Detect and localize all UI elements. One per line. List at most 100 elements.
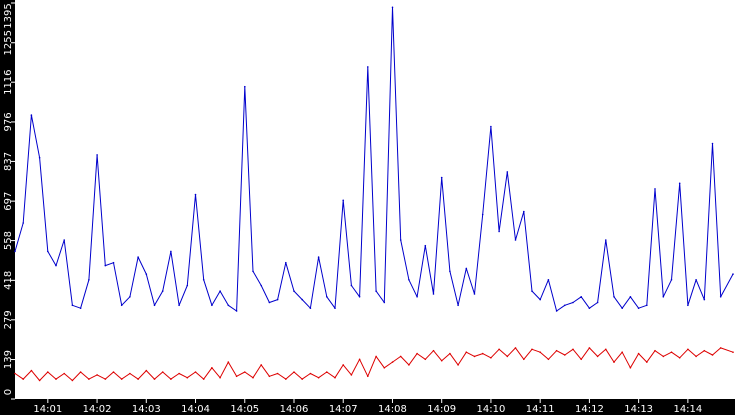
series-2-point [145,369,148,372]
x-tick-label: 14:14 [673,404,702,415]
series-2-point [244,371,246,373]
series-2-point [317,376,320,379]
series-2-point [580,358,582,361]
series-2-point [293,371,295,373]
series-1-point [145,273,148,275]
series-2-point [613,361,615,363]
series-1-point [161,290,164,292]
series-1-point [129,296,131,298]
series-2-point [350,374,353,376]
y-tick-label: 418 [3,271,14,290]
series-2-point [654,349,656,352]
series-1-point [506,171,509,173]
series-1-point [334,307,336,310]
series-1-point [96,154,98,156]
x-tick-label: 14:11 [526,404,555,415]
series-1-point [687,304,689,307]
series-1-point [63,239,65,241]
series-1-point [416,296,418,298]
series-2-point [194,371,197,373]
series-2-point [211,367,213,369]
series-1-point [268,301,271,304]
x-tick-label: 14:07 [329,404,358,415]
series-2-point [120,378,123,380]
series-2-point [55,378,57,380]
series-1-point [711,142,714,145]
series-2-point [440,359,443,362]
series-1-point [285,261,287,264]
series-1-point [564,304,566,307]
series-2-point [711,354,714,356]
series-1-point [120,304,123,307]
y-tick-label: 139 [3,350,14,369]
series-1-point [719,296,722,298]
series-2-point [432,349,435,352]
series-2-point [481,352,484,355]
series-2-point [383,367,386,369]
series-2-point [96,374,98,376]
series-1-point [465,267,468,270]
series-1-point [662,296,665,298]
series-1-point [629,296,632,298]
series-1-point [219,290,221,292]
x-axis-ticks: 14:01 14:02 14:03 14:04 14:05 14:06 14:07 14:08… [33,399,702,415]
series-1-point [367,66,369,68]
series-1-point [732,273,734,275]
series-2-point [695,355,697,358]
y-axis-band [0,0,15,415]
series-2-point [178,372,180,375]
series-2-point [678,357,681,359]
series-2-point [629,367,632,369]
series-1-point [588,307,591,310]
series-1-point [703,298,706,301]
series-2-point [153,378,156,380]
series-2-point [260,364,263,366]
series-2-point [490,357,492,359]
series-2-point [227,361,230,363]
series-2-point [112,371,115,373]
series-1-point [547,279,550,281]
series-2-point [71,379,74,382]
series-2-point [662,355,665,358]
series-2-point [391,361,394,363]
series-1-point [55,264,57,267]
series-2-point [621,351,623,354]
series-1-point [514,239,517,241]
series-1-point [301,298,304,301]
series-1-point [317,256,320,258]
series-2-point [457,364,459,366]
series-2-point [719,347,722,349]
series-2-point [687,348,689,351]
y-tick-label: 558 [3,231,14,250]
series-1-point [194,193,197,196]
series-1-point [498,230,500,233]
series-1-point [276,298,279,301]
series-1-point [293,290,295,292]
series-1-point [596,301,599,304]
series-1-point [481,213,484,216]
series-1-point [227,304,230,307]
x-tick-label: 14:02 [83,404,112,415]
series-2-point [531,348,533,351]
series-1-point [153,304,156,307]
series-1-point [22,222,25,224]
x-tick-label: 14:09 [427,404,456,415]
series-2-point [637,352,640,355]
series-2-point [539,351,541,354]
series-2-point [22,378,25,380]
x-tick-label: 14:05 [230,404,259,415]
series-2-point [358,358,361,361]
x-tick-label: 14:08 [378,404,407,415]
series-1-point [580,296,582,298]
series-1-point [79,307,82,310]
y-tick-label: 1255 [3,30,14,55]
series-1-point [358,296,361,298]
y-tick-label: 279 [3,310,14,329]
series-2-point [473,355,476,358]
series-1-point [646,304,648,307]
series-2-point [465,351,468,354]
y-tick-label: 976 [3,112,14,131]
series-1-point [178,304,180,307]
series-1-point [38,156,41,159]
series-2-point [186,376,189,379]
